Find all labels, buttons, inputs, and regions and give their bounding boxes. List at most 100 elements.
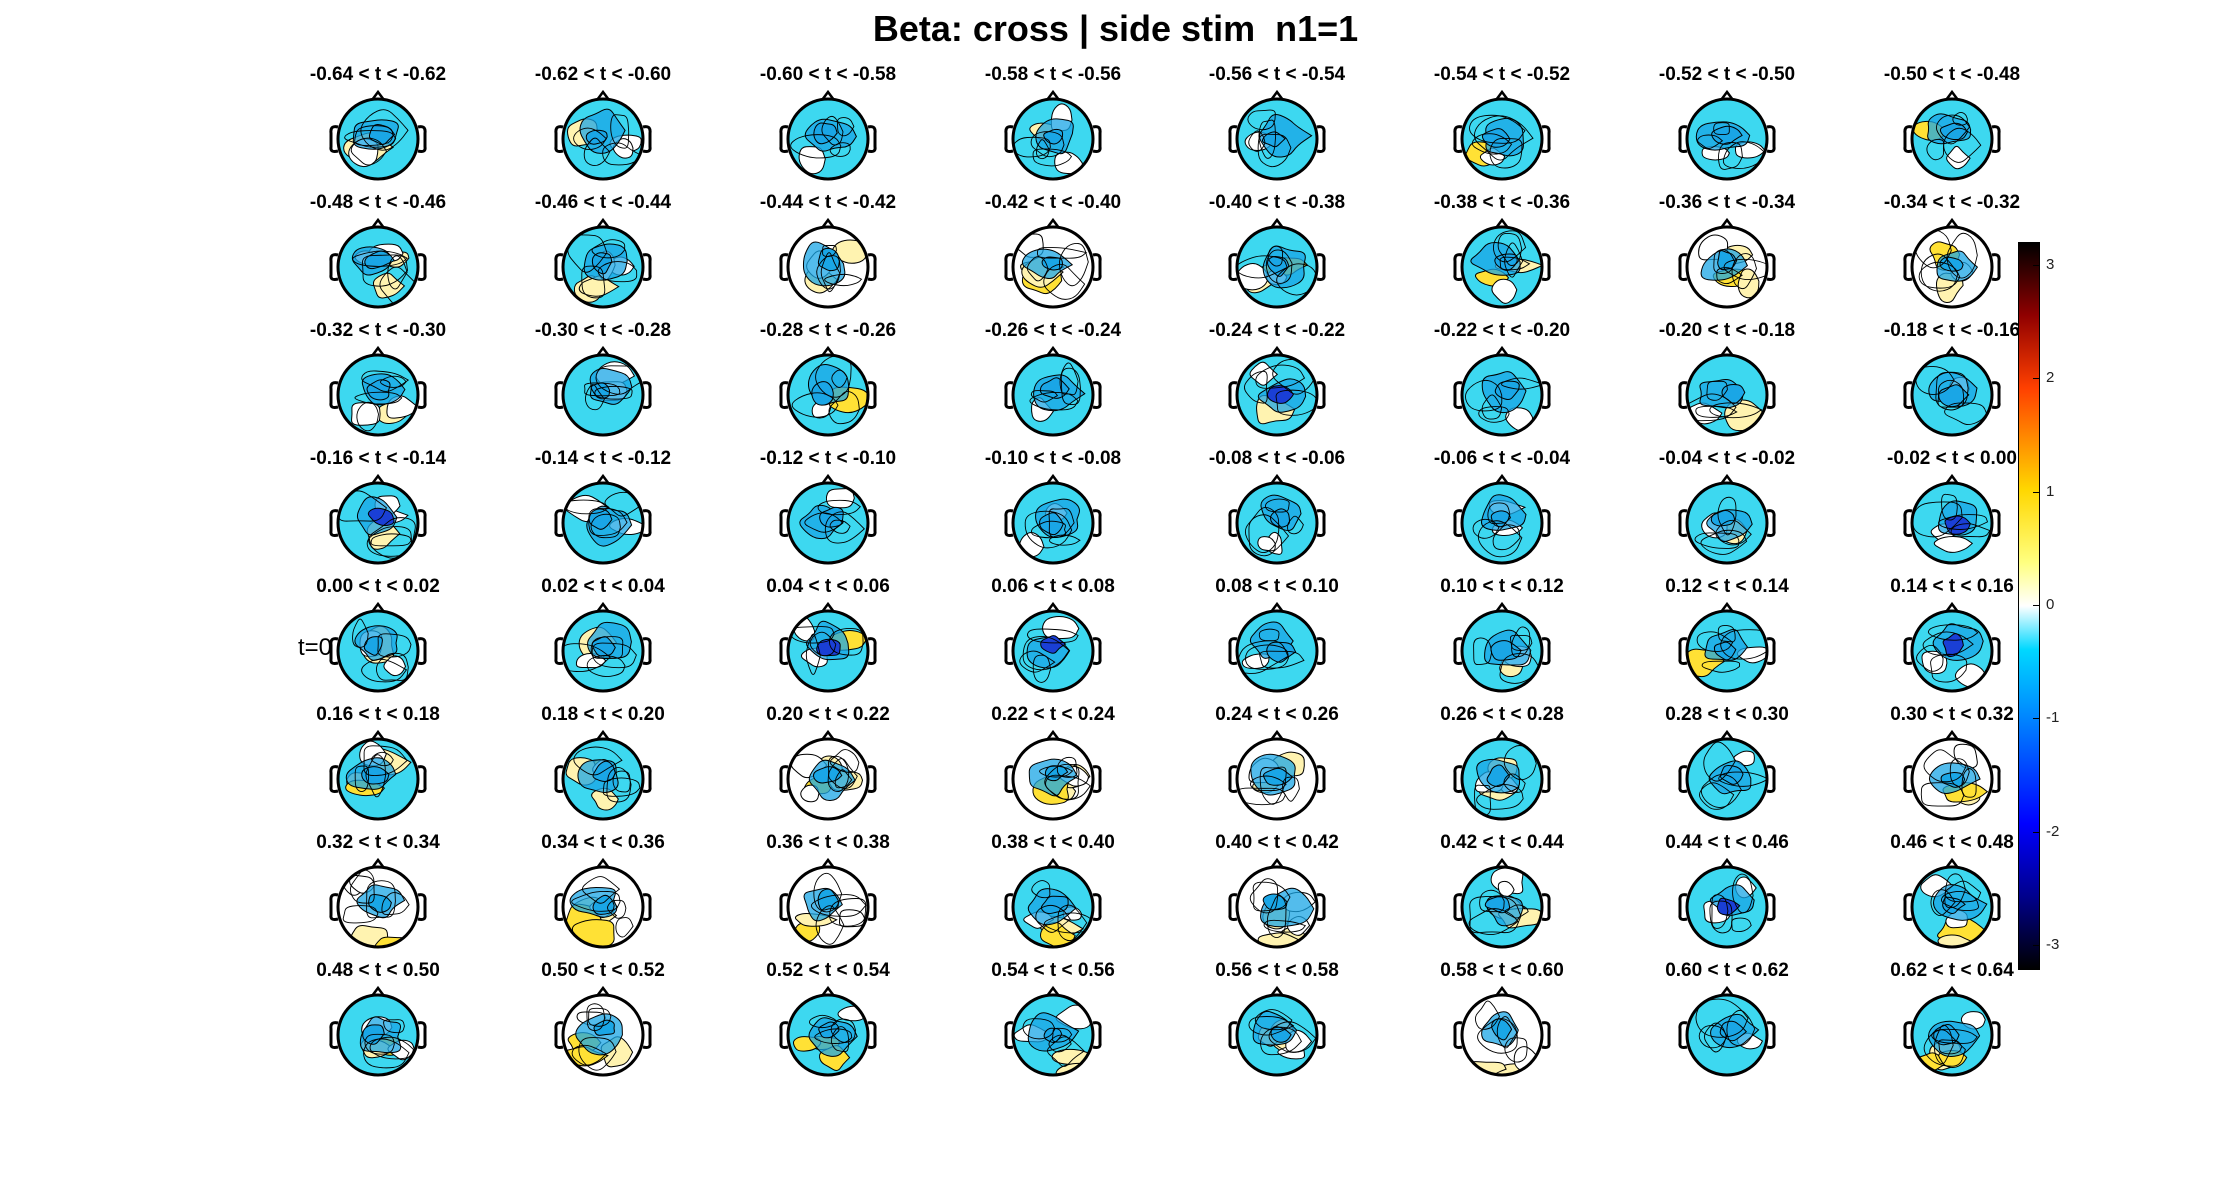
head-outline (1460, 481, 1544, 565)
panel-title: 0.32 < t < 0.34 (316, 832, 440, 853)
topoplot-head (1678, 217, 1776, 309)
panel-title: 0.46 < t < 0.48 (1890, 832, 2014, 853)
head-nose (1720, 601, 1734, 613)
panel-title: -0.30 < t < -0.28 (534, 320, 672, 341)
panel-title: -0.10 < t < -0.08 (984, 448, 1122, 469)
colorbar-tick-label: 2 (2046, 369, 2055, 387)
head-ear (1541, 253, 1551, 281)
head-ear (1541, 637, 1551, 665)
panel-title: -0.34 < t < -0.32 (1883, 192, 2021, 213)
head-ear (1004, 765, 1014, 793)
panel-title: 0.16 < t < 0.18 (316, 704, 440, 725)
head-nose (1270, 345, 1284, 357)
head-nose (1270, 857, 1284, 869)
panel-title: -0.46 < t < -0.44 (534, 192, 672, 213)
topoplot-head (554, 729, 652, 821)
panel-title: -0.36 < t < -0.34 (1658, 192, 1796, 213)
topoplot-head (554, 601, 652, 693)
topoplot-head (554, 473, 652, 565)
topoplot-head (779, 89, 877, 181)
head-outline (561, 225, 645, 309)
head-ear (1678, 253, 1688, 281)
panel-title: -0.40 < t < -0.38 (1208, 192, 1346, 213)
panel-title: -0.58 < t < -0.56 (984, 64, 1122, 85)
head-outline (1460, 353, 1544, 437)
colorbar-tick-mark (2033, 605, 2039, 606)
head-ear (1004, 509, 1014, 537)
head-ear (554, 125, 564, 153)
head-outline (786, 865, 870, 949)
topoplot-head (1228, 473, 1326, 565)
head-ear (417, 1021, 427, 1049)
head-nose (596, 217, 610, 229)
head-outline (1235, 481, 1319, 565)
panel-title: 0.18 < t < 0.20 (541, 704, 665, 725)
head-ear (554, 509, 564, 537)
panel-title: -0.52 < t < -0.50 (1658, 64, 1796, 85)
topoplot-head (1453, 217, 1551, 309)
head-outline (1011, 993, 1095, 1077)
head-nose (596, 857, 610, 869)
head-outline (1460, 865, 1544, 949)
head-ear (1004, 253, 1014, 281)
topoplot-head (779, 857, 877, 949)
colorbar-tick-label: 3 (2046, 255, 2055, 273)
topoplot-head (329, 601, 427, 693)
head-nose (596, 345, 610, 357)
head-nose (1945, 601, 1959, 613)
head-ear (1678, 893, 1688, 921)
head-nose (371, 345, 385, 357)
t0-marker-label: t=0 (298, 634, 333, 661)
head-nose (821, 345, 835, 357)
head-outline (1685, 353, 1769, 437)
head-outline (1460, 225, 1544, 309)
head-ear (1903, 1021, 1913, 1049)
panel-title: 0.08 < t < 0.10 (1215, 576, 1339, 597)
head-ear (1766, 125, 1776, 153)
topoplot-head (554, 89, 652, 181)
head-ear (1453, 637, 1463, 665)
head-ear (1228, 509, 1238, 537)
head-ear (867, 381, 877, 409)
head-ear (1316, 253, 1326, 281)
head-nose (1720, 857, 1734, 869)
topoplot-head (1004, 217, 1102, 309)
head-nose (596, 729, 610, 741)
topoplot-head (1903, 857, 2001, 949)
topoplot-head (1678, 89, 1776, 181)
head-nose (1720, 473, 1734, 485)
head-ear (1991, 893, 2001, 921)
head-ear (1092, 765, 1102, 793)
head-outline (561, 993, 645, 1077)
topoplot-head (1453, 89, 1551, 181)
head-nose (1495, 985, 1509, 997)
head-ear (329, 253, 339, 281)
head-ear (1903, 637, 1913, 665)
panel-title: -0.08 < t < -0.06 (1208, 448, 1346, 469)
head-outline (1685, 97, 1769, 181)
head-ear (1316, 765, 1326, 793)
head-ear (1004, 637, 1014, 665)
colorbar-tick-mark (2033, 491, 2039, 493)
head-nose (371, 857, 385, 869)
panel-title: -0.48 < t < -0.46 (309, 192, 447, 213)
head-nose (1046, 729, 1060, 741)
head-outline (1910, 993, 1994, 1077)
topoplot-head (329, 473, 427, 565)
head-nose (371, 985, 385, 997)
topoplot-head (1903, 217, 2001, 309)
head-ear (329, 509, 339, 537)
topoplot-head (1004, 601, 1102, 693)
head-ear (1453, 253, 1463, 281)
head-outline (1460, 737, 1544, 821)
panel-title: 0.24 < t < 0.26 (1215, 704, 1339, 725)
head-ear (554, 893, 564, 921)
head-nose (1495, 345, 1509, 357)
head-outline (786, 225, 870, 309)
panel-title: -0.44 < t < -0.42 (759, 192, 897, 213)
head-ear (867, 765, 877, 793)
colorbar (2018, 242, 2040, 970)
head-ear (1678, 637, 1688, 665)
head-ear (417, 381, 427, 409)
panel-title: 0.44 < t < 0.46 (1665, 832, 1789, 853)
